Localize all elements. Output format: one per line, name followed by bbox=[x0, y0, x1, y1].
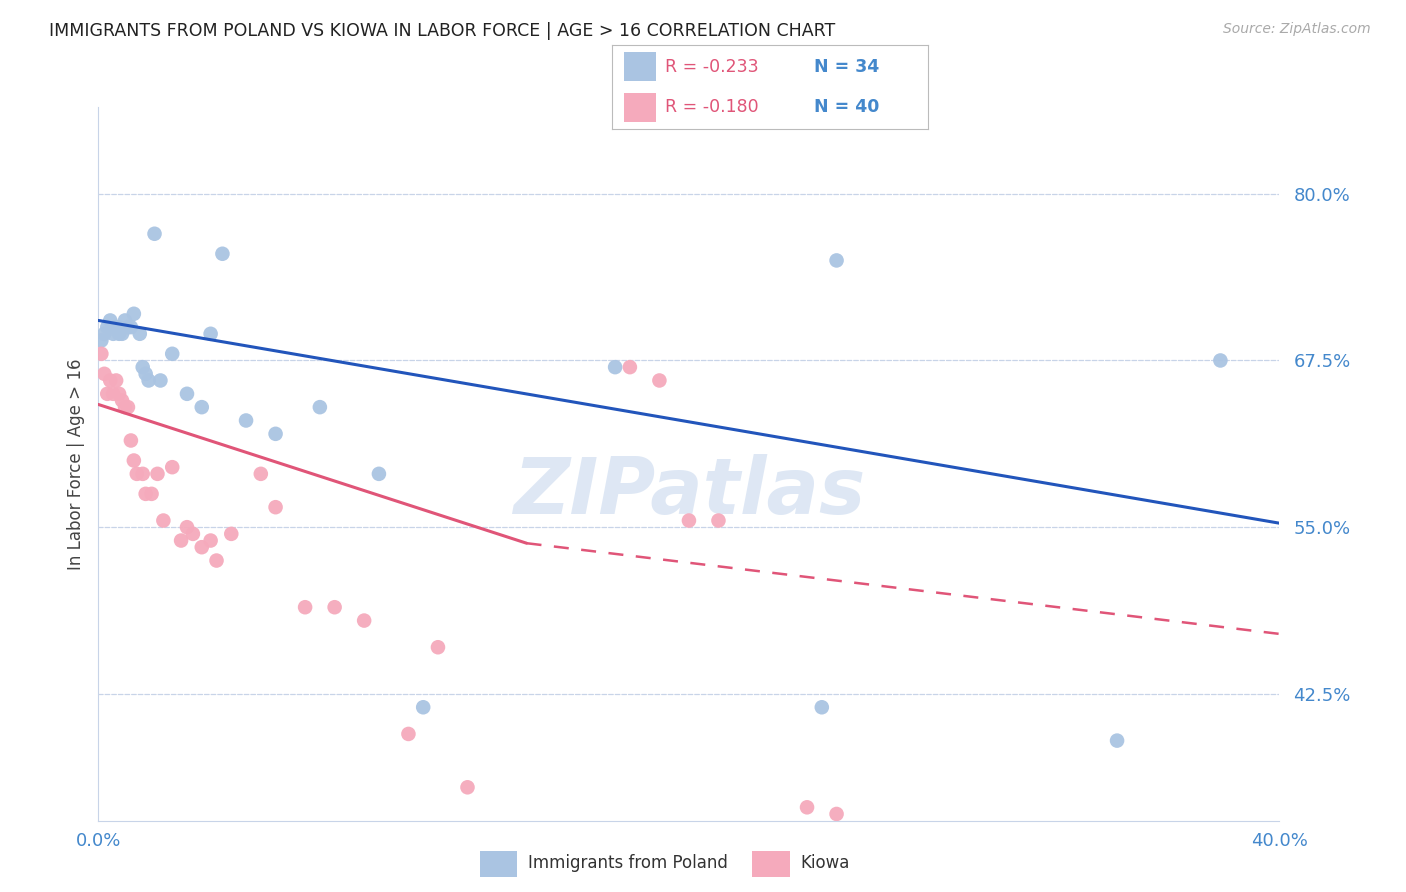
Point bbox=[211, 246, 233, 260]
Point bbox=[264, 426, 287, 441]
Point bbox=[1209, 353, 1232, 368]
Point bbox=[200, 533, 222, 548]
Point bbox=[707, 514, 730, 528]
Point bbox=[264, 500, 287, 515]
Point bbox=[427, 640, 450, 655]
Point bbox=[96, 386, 118, 401]
Point bbox=[132, 360, 155, 375]
Bar bbox=[479, 851, 517, 877]
Point bbox=[162, 347, 183, 361]
Point bbox=[396, 727, 419, 741]
Point bbox=[128, 326, 150, 341]
Text: Kiowa: Kiowa bbox=[800, 854, 851, 872]
Point bbox=[205, 553, 228, 567]
Bar bbox=[624, 53, 655, 81]
Point bbox=[103, 326, 125, 341]
Text: IMMIGRANTS FROM POLAND VS KIOWA IN LABOR FORCE | AGE > 16 CORRELATION CHART: IMMIGRANTS FROM POLAND VS KIOWA IN LABOR… bbox=[49, 22, 835, 40]
Point bbox=[146, 467, 169, 481]
Text: N = 40: N = 40 bbox=[814, 98, 879, 116]
Point bbox=[105, 320, 128, 334]
Point bbox=[103, 386, 125, 401]
Point bbox=[619, 360, 641, 375]
Point bbox=[105, 374, 128, 388]
Text: Immigrants from Poland: Immigrants from Poland bbox=[529, 854, 728, 872]
Point bbox=[90, 334, 112, 348]
Point bbox=[98, 374, 121, 388]
Text: ZIPatlas: ZIPatlas bbox=[513, 454, 865, 531]
Point bbox=[191, 400, 214, 414]
Point bbox=[796, 800, 818, 814]
Point bbox=[98, 313, 121, 327]
Point bbox=[181, 527, 204, 541]
Point bbox=[678, 514, 700, 528]
Point bbox=[200, 326, 222, 341]
Point bbox=[111, 393, 134, 408]
Point bbox=[117, 400, 139, 414]
Text: R = -0.233: R = -0.233 bbox=[665, 58, 759, 76]
Point bbox=[122, 307, 145, 321]
Point bbox=[90, 347, 112, 361]
Point bbox=[309, 400, 332, 414]
Point bbox=[108, 386, 131, 401]
Point bbox=[605, 360, 627, 375]
Point bbox=[219, 527, 242, 541]
Point bbox=[648, 374, 671, 388]
Text: R = -0.180: R = -0.180 bbox=[665, 98, 759, 116]
Point bbox=[138, 374, 160, 388]
Point bbox=[122, 453, 145, 467]
Point bbox=[825, 253, 848, 268]
Point bbox=[176, 520, 198, 534]
Point bbox=[108, 320, 131, 334]
Point bbox=[141, 487, 163, 501]
Point bbox=[93, 326, 115, 341]
Point bbox=[114, 313, 136, 327]
Point bbox=[162, 460, 183, 475]
Bar bbox=[624, 93, 655, 121]
Point bbox=[132, 467, 155, 481]
Point bbox=[93, 367, 115, 381]
Point bbox=[353, 614, 375, 628]
Point bbox=[120, 434, 142, 448]
Point bbox=[125, 467, 148, 481]
Point bbox=[96, 320, 118, 334]
Point bbox=[1105, 733, 1128, 747]
Point bbox=[323, 600, 346, 615]
Text: Source: ZipAtlas.com: Source: ZipAtlas.com bbox=[1223, 22, 1371, 37]
Point bbox=[135, 367, 157, 381]
Point bbox=[120, 320, 142, 334]
Point bbox=[114, 400, 136, 414]
Point bbox=[108, 326, 131, 341]
Point bbox=[176, 386, 198, 401]
Point bbox=[368, 467, 391, 481]
Point bbox=[170, 533, 193, 548]
Bar bbox=[752, 851, 790, 877]
Point bbox=[191, 540, 214, 554]
Point bbox=[810, 700, 832, 714]
Point bbox=[117, 320, 139, 334]
Point bbox=[825, 807, 848, 822]
Point bbox=[135, 487, 157, 501]
Point bbox=[235, 413, 257, 427]
Point bbox=[149, 374, 172, 388]
Text: N = 34: N = 34 bbox=[814, 58, 879, 76]
Point bbox=[250, 467, 273, 481]
Point bbox=[111, 326, 134, 341]
Point bbox=[143, 227, 166, 241]
Point bbox=[412, 700, 434, 714]
Point bbox=[152, 514, 174, 528]
Y-axis label: In Labor Force | Age > 16: In Labor Force | Age > 16 bbox=[66, 358, 84, 570]
Point bbox=[294, 600, 316, 615]
Point bbox=[456, 780, 478, 795]
